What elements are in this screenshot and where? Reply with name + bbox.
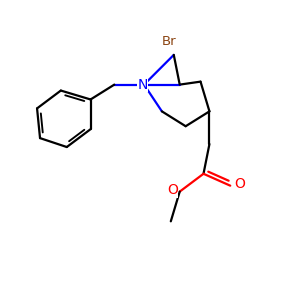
Text: O: O [167, 183, 178, 197]
Text: N: N [137, 78, 148, 92]
Text: Br: Br [162, 35, 177, 48]
Text: O: O [235, 177, 245, 191]
